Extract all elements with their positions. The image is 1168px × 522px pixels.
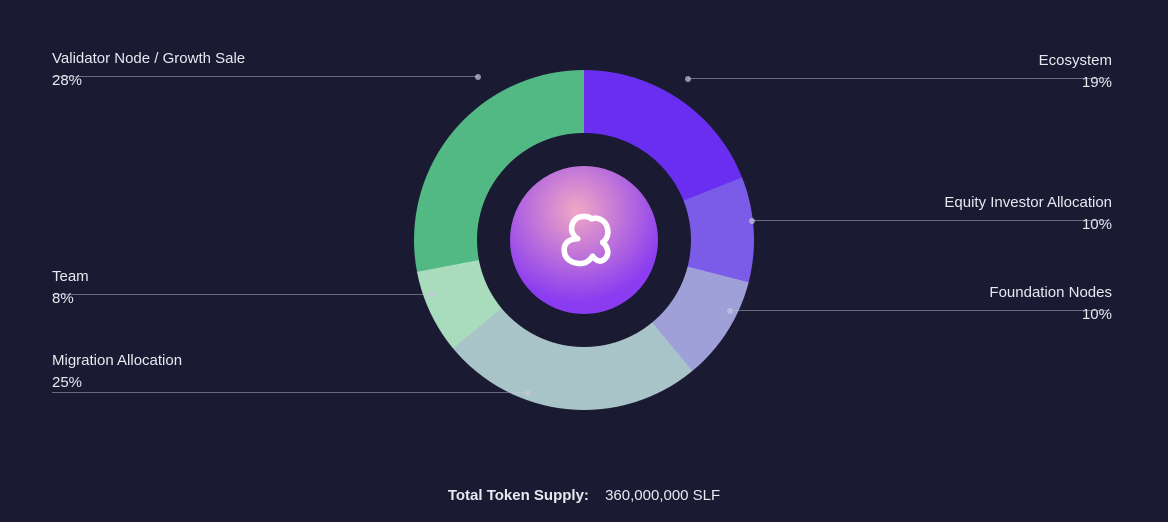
leader-line bbox=[752, 220, 1110, 221]
leader-line bbox=[688, 78, 1110, 79]
segment-label: Equity Investor Allocation 10% bbox=[944, 192, 1112, 236]
segment-name: Ecosystem bbox=[1039, 52, 1112, 69]
segment-percent: 25% bbox=[52, 372, 182, 394]
segment-percent: 10% bbox=[944, 214, 1112, 236]
leader-dot bbox=[475, 74, 481, 80]
leader-line bbox=[52, 76, 478, 77]
footer-key: Total Token Supply: bbox=[448, 487, 589, 504]
leader-dot bbox=[685, 76, 691, 82]
donut-chart bbox=[414, 70, 754, 410]
segment-label: Team 8% bbox=[52, 266, 89, 310]
leader-dot bbox=[749, 218, 755, 224]
segment-label: Foundation Nodes 10% bbox=[989, 282, 1112, 326]
segment-percent: 28% bbox=[52, 70, 245, 92]
segment-percent: 19% bbox=[1039, 72, 1112, 94]
segment-name: Migration Allocation bbox=[52, 352, 182, 369]
segment-label: Ecosystem 19% bbox=[1039, 50, 1112, 94]
center-badge bbox=[510, 166, 658, 314]
footer-supply: Total Token Supply: 360,000,000 SLF bbox=[0, 487, 1168, 504]
footer-value: 360,000,000 SLF bbox=[605, 487, 720, 504]
segment-name: Validator Node / Growth Sale bbox=[52, 50, 245, 67]
segment-percent: 8% bbox=[52, 288, 89, 310]
leader-line bbox=[730, 310, 1110, 311]
segment-label: Validator Node / Growth Sale 28% bbox=[52, 48, 245, 92]
segment-name: Equity Investor Allocation bbox=[944, 194, 1112, 211]
leader-dot bbox=[525, 390, 531, 396]
leader-line bbox=[52, 294, 432, 295]
leader-dot bbox=[727, 308, 733, 314]
leader-dot bbox=[429, 292, 435, 298]
segment-name: Foundation Nodes bbox=[989, 284, 1112, 301]
leader-line bbox=[52, 392, 528, 393]
segment-label: Migration Allocation 25% bbox=[52, 350, 182, 394]
segment-name: Team bbox=[52, 268, 89, 285]
logo-icon bbox=[553, 209, 615, 271]
segment-percent: 10% bbox=[989, 304, 1112, 326]
